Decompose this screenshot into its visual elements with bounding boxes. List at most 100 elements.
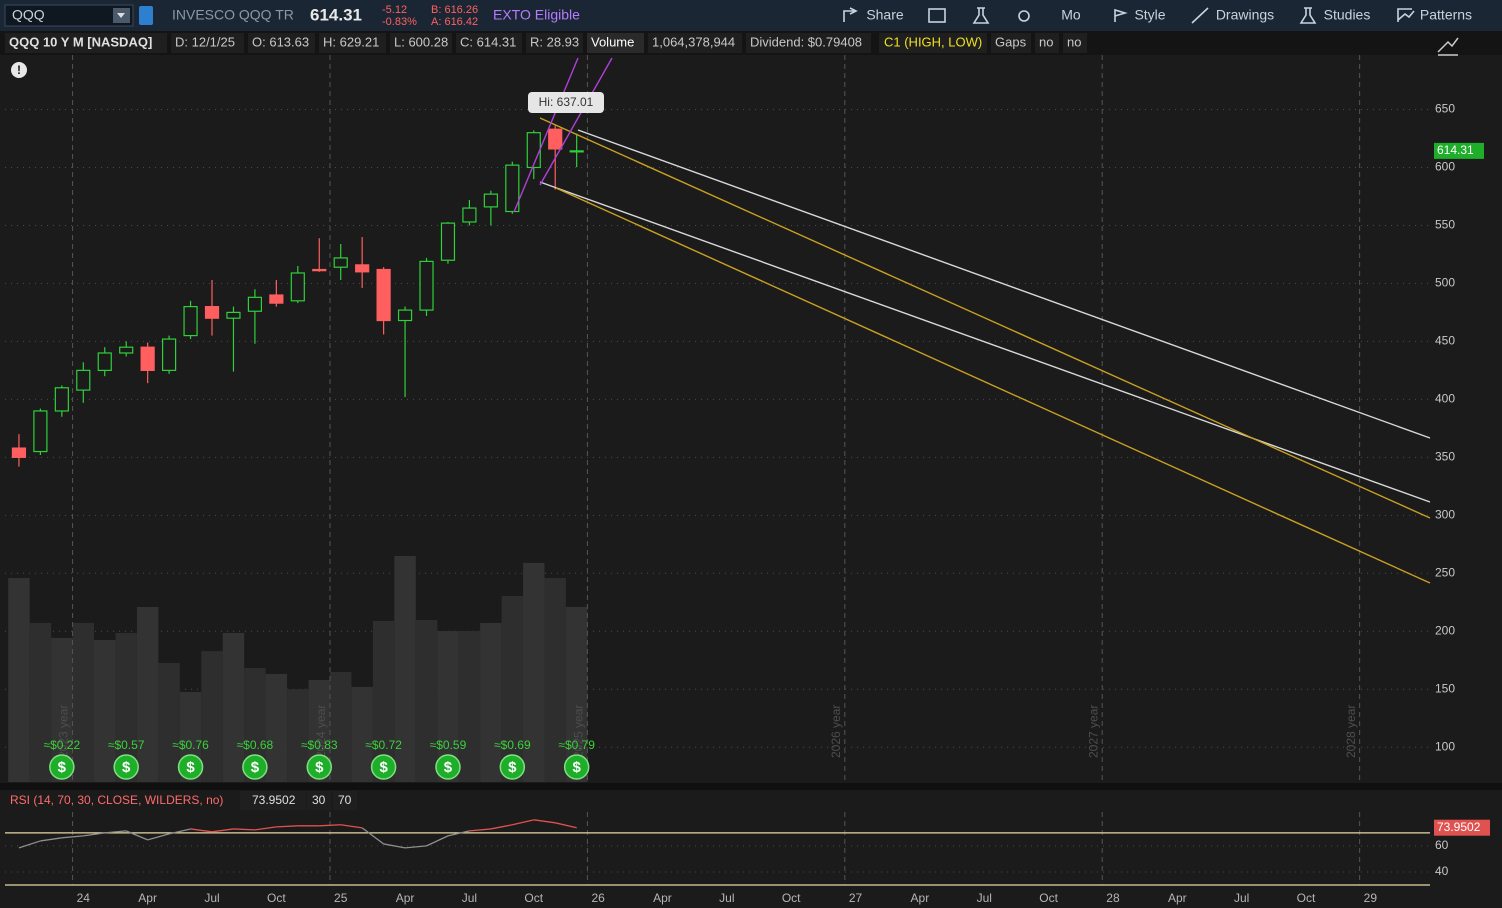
candle-body xyxy=(462,207,477,223)
dividend-label: ≈$0.68 xyxy=(237,738,274,752)
rsi-segment xyxy=(125,830,148,841)
dividend-label: ≈$0.22 xyxy=(44,738,81,752)
volume-bar xyxy=(565,606,588,782)
dividend-icon[interactable] xyxy=(370,754,397,780)
candle-body xyxy=(140,346,155,371)
dividend-icon[interactable] xyxy=(306,754,333,780)
candle-body xyxy=(204,306,220,319)
dividend-icon[interactable] xyxy=(499,754,526,780)
study-label: C1 (HIGH, LOW) xyxy=(884,34,982,49)
link-icon[interactable] xyxy=(139,6,153,25)
x-tick-label: Oct xyxy=(1297,891,1316,905)
x-tick-label: 27 xyxy=(849,891,863,905)
drawings-icon[interactable] xyxy=(1191,7,1209,24)
share-icon[interactable] xyxy=(843,7,858,22)
dividend-label: ≈$0.57 xyxy=(108,738,145,752)
volume-bar xyxy=(287,689,309,782)
change: -5.12 xyxy=(382,4,407,16)
rsi-segment xyxy=(104,830,127,834)
autoscale-icon[interactable] xyxy=(1437,37,1459,56)
rsi-segment xyxy=(190,828,213,833)
y-tick-label: 650 xyxy=(1435,102,1455,116)
rsi-level-label: 30 xyxy=(312,793,326,807)
dividend-icon-mark: $ xyxy=(379,759,388,776)
candle-body xyxy=(226,311,241,319)
patterns-icon[interactable] xyxy=(1397,8,1415,22)
dividend-icon[interactable] xyxy=(563,754,590,780)
dividend-icon[interactable] xyxy=(49,754,75,780)
dividend-icon[interactable] xyxy=(177,754,204,780)
year-label: 2025 year xyxy=(572,705,586,758)
toolbar-button[interactable]: Share xyxy=(866,7,904,23)
info-box xyxy=(587,33,644,53)
volume-bar xyxy=(480,622,502,782)
dividend-icon[interactable] xyxy=(242,754,268,780)
dividend-label: ≈$0.59 xyxy=(430,738,467,752)
info-item: 1,064,378,944 xyxy=(652,34,735,49)
volume-bar xyxy=(8,578,30,782)
x-tick-label: Apr xyxy=(1168,891,1187,905)
symbol-box[interactable] xyxy=(4,4,134,27)
trend-line xyxy=(539,117,1431,519)
volume-bar xyxy=(394,556,416,782)
candle-body xyxy=(54,387,69,412)
price-tag-label: 614.31 xyxy=(1437,143,1474,157)
dividend-icon[interactable] xyxy=(435,754,461,780)
bid: B: 616.26 xyxy=(431,4,478,16)
grid-icon[interactable] xyxy=(928,8,946,23)
toolbar-button[interactable]: Studies xyxy=(1324,7,1371,23)
candle-body xyxy=(11,447,27,458)
x-tick-label: Apr xyxy=(396,891,415,905)
rsi-segment xyxy=(405,845,427,849)
symbol: QQQ xyxy=(12,7,45,23)
dividend-label: ≈$0.83 xyxy=(301,738,338,752)
rsi-pane xyxy=(5,812,1430,885)
rsi-segment xyxy=(254,826,277,831)
info-item: QQQ 10 Y M [NASDAQ] xyxy=(9,34,152,49)
rsi-segment xyxy=(276,825,298,828)
volume-bar xyxy=(244,668,266,782)
candle-body xyxy=(269,294,284,304)
info-box xyxy=(1035,33,1059,53)
settings-icon[interactable] xyxy=(1018,10,1030,22)
dividend-icon[interactable] xyxy=(113,754,139,780)
toolbar-button[interactable]: Style xyxy=(1134,7,1165,23)
dividend-label: ≈$0.79 xyxy=(558,738,595,752)
x-tick-label: Oct xyxy=(1039,891,1058,905)
rsi-segment xyxy=(469,828,491,832)
candle-body xyxy=(162,338,177,371)
toolbar-button[interactable]: Drawings xyxy=(1216,7,1274,23)
x-tick-label: Jul xyxy=(719,891,734,905)
rsi-segment xyxy=(533,819,556,824)
trend-line xyxy=(539,181,1431,503)
info-item: C: 614.31 xyxy=(460,34,516,49)
studies-icon[interactable] xyxy=(1299,7,1317,24)
candle-body xyxy=(183,306,198,337)
toolbar-button[interactable]: Mo xyxy=(1061,7,1081,23)
y-tick-label: 450 xyxy=(1435,334,1455,348)
info-box xyxy=(248,33,315,53)
rsi-tag xyxy=(1434,819,1490,836)
candle-body xyxy=(355,264,370,273)
y-tick-label: 600 xyxy=(1435,160,1455,174)
alert-icon[interactable] xyxy=(11,62,27,78)
high-label: Hi: 637.01 xyxy=(539,95,594,109)
year-label: 2023 year xyxy=(57,705,71,758)
high-bubble xyxy=(528,92,604,113)
rsi-segment xyxy=(211,828,234,833)
rsi-segment xyxy=(40,837,62,842)
flask-icon[interactable] xyxy=(972,7,990,24)
info-box xyxy=(319,33,386,53)
x-tick-label: 26 xyxy=(591,891,605,905)
toolbar-button[interactable]: Patterns xyxy=(1420,7,1472,23)
dividend-label: ≈$0.72 xyxy=(365,738,402,752)
style-icon[interactable] xyxy=(1114,8,1128,22)
info-box xyxy=(390,33,452,53)
y-tick-label: 40 xyxy=(1435,864,1449,878)
y-tick-label: 400 xyxy=(1435,392,1455,406)
gaps-item: Gaps xyxy=(995,34,1027,49)
volume-bar xyxy=(222,632,245,782)
exto: EXTO Eligible xyxy=(493,7,580,23)
change-pct: -0.83% xyxy=(382,16,417,28)
